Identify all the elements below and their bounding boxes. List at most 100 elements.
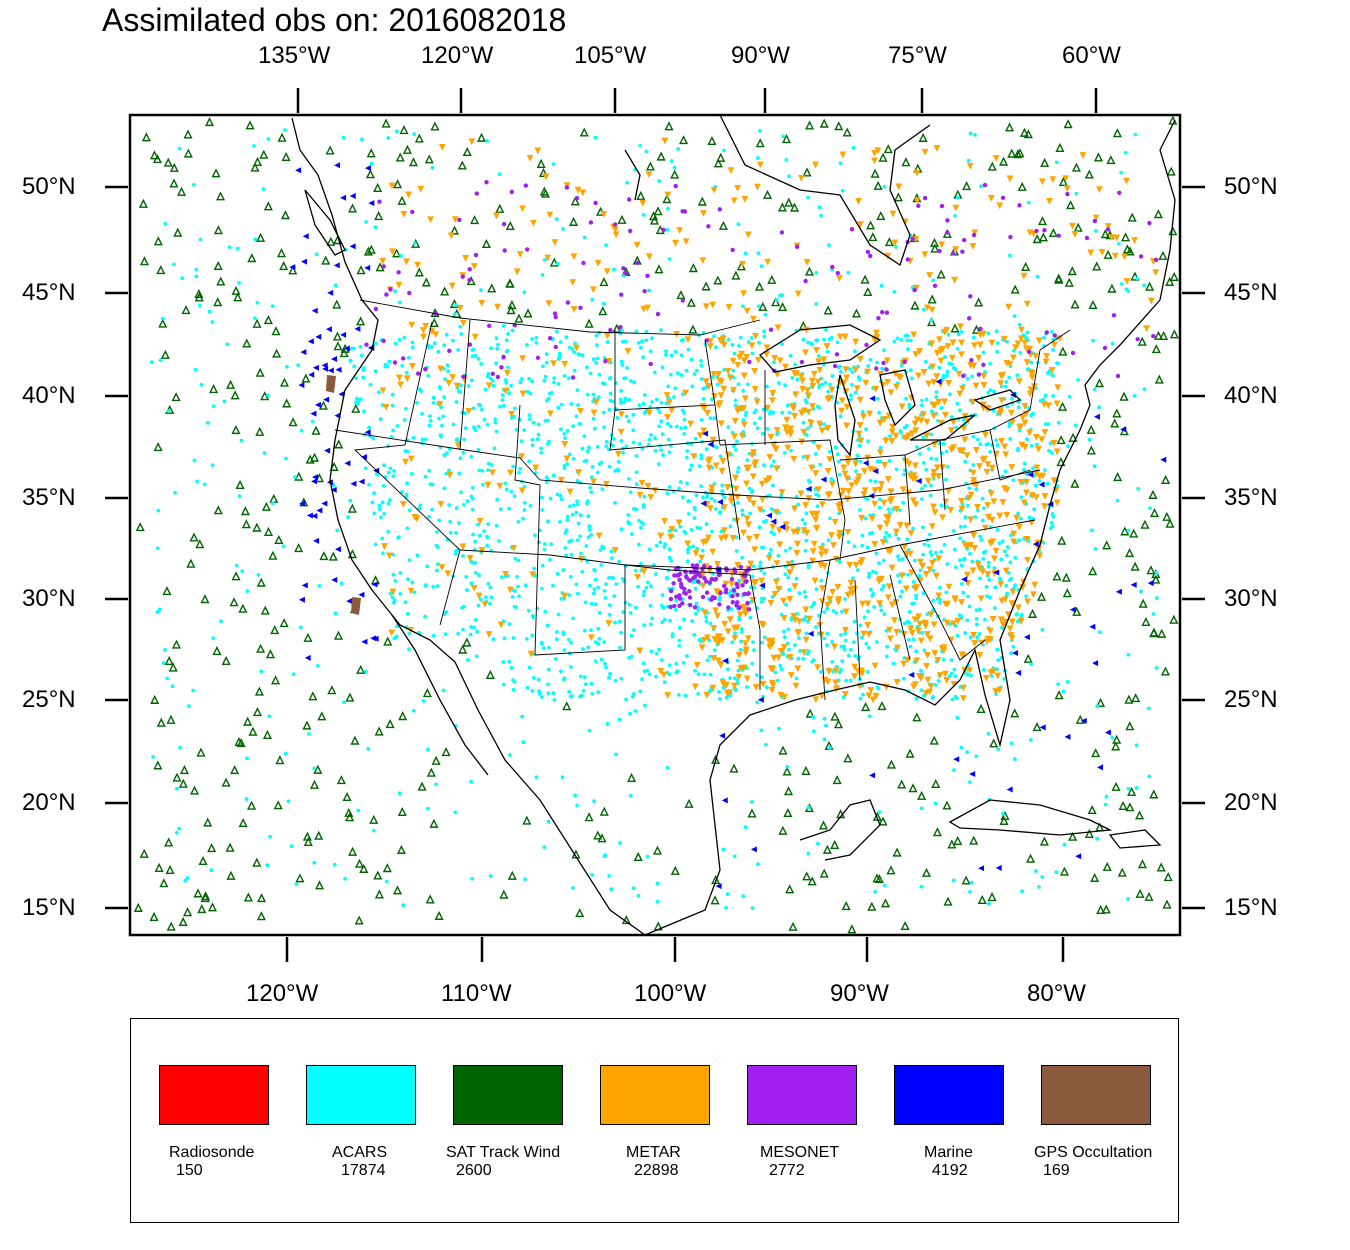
metar-marker <box>1033 494 1040 502</box>
metar-marker <box>389 588 397 596</box>
acars-marker <box>456 389 461 394</box>
metar-marker <box>787 425 795 433</box>
acars-marker <box>1097 630 1102 635</box>
acars-marker <box>1004 553 1009 558</box>
acars-marker <box>785 403 790 408</box>
acars-marker <box>415 400 419 405</box>
acars-marker <box>937 365 942 370</box>
metar-marker <box>743 480 750 488</box>
metar-marker <box>729 357 737 365</box>
metar-marker <box>871 541 879 548</box>
metar-marker <box>1023 359 1031 366</box>
sat-track-wind-marker <box>1156 862 1166 872</box>
sat-track-wind-marker <box>1063 119 1073 129</box>
sat-track-wind-marker <box>1101 904 1111 914</box>
metar-marker <box>493 212 500 220</box>
sat-track-wind-marker <box>133 902 143 912</box>
sat-track-wind-marker <box>487 283 497 293</box>
acars-marker <box>846 270 851 275</box>
marine-marker <box>770 518 777 525</box>
sat-track-wind-marker <box>414 267 424 277</box>
sat-track-wind-marker <box>424 154 434 164</box>
sat-track-wind-marker <box>918 132 928 142</box>
acars-marker <box>685 654 689 658</box>
metar-marker <box>952 204 960 212</box>
acars-marker <box>652 370 657 375</box>
metar-marker <box>739 604 747 611</box>
metar-marker <box>980 381 988 389</box>
metar-marker <box>605 620 613 627</box>
acars-marker <box>878 459 883 464</box>
sat-track-wind-marker <box>153 442 163 452</box>
metar-marker <box>1015 523 1023 531</box>
acars-marker <box>562 677 566 682</box>
acars-marker <box>623 600 628 605</box>
acars-marker <box>380 500 385 505</box>
sat-track-wind-marker <box>1120 526 1130 536</box>
acars-marker <box>824 328 828 332</box>
acars-marker <box>587 524 592 529</box>
metar-marker <box>636 491 644 499</box>
metar-marker <box>770 441 778 449</box>
acars-marker <box>222 399 227 404</box>
sat-track-wind-marker <box>790 202 800 212</box>
mesonet-marker <box>687 595 693 600</box>
metar-marker <box>1046 198 1053 205</box>
metar-marker <box>817 561 825 569</box>
acars-marker <box>992 606 997 610</box>
acars-marker <box>568 575 573 579</box>
metar-marker <box>734 361 742 369</box>
acars-marker <box>603 853 608 858</box>
acars-marker <box>768 547 773 552</box>
acars-marker <box>667 547 672 552</box>
sat-track-wind-marker <box>281 151 291 162</box>
acars-marker <box>198 237 203 242</box>
metar-marker <box>915 613 922 621</box>
acars-marker <box>1051 348 1055 352</box>
acars-marker <box>896 573 900 578</box>
metar-marker <box>987 540 995 547</box>
metar-marker <box>851 673 858 681</box>
acars-marker <box>513 406 517 411</box>
mesonet-marker <box>677 603 682 608</box>
mesonet-marker <box>677 596 683 601</box>
marine-marker <box>302 233 309 240</box>
acars-marker <box>333 283 338 288</box>
acars-marker <box>664 349 668 354</box>
sat-track-wind-marker <box>396 844 406 854</box>
sat-track-wind-marker <box>927 294 937 304</box>
metar-marker <box>912 427 920 435</box>
metar-marker <box>1040 401 1048 409</box>
sat-track-wind-marker <box>878 816 888 826</box>
marine-marker <box>311 513 318 520</box>
sat-track-wind-marker <box>536 158 546 168</box>
metar-marker <box>592 398 600 406</box>
acars-marker <box>900 557 905 561</box>
acars-marker <box>918 568 923 573</box>
acars-marker <box>581 688 586 693</box>
metar-marker <box>698 644 706 652</box>
sat-track-wind-marker <box>476 132 487 142</box>
acars-marker <box>381 551 385 556</box>
acars-marker <box>761 508 765 513</box>
acars-marker <box>955 401 960 406</box>
metar-marker <box>966 162 974 170</box>
acars-marker <box>666 437 671 442</box>
acars-marker <box>580 446 585 451</box>
acars-marker <box>737 578 741 583</box>
acars-marker <box>1132 394 1137 398</box>
metar-marker <box>706 343 714 350</box>
metar-marker <box>719 458 727 465</box>
acars-marker <box>474 654 479 659</box>
metar-marker <box>941 398 948 406</box>
marine-marker <box>330 486 337 493</box>
sat-track-wind-marker <box>785 884 795 894</box>
acars-marker <box>604 444 609 448</box>
metar-marker <box>768 686 776 694</box>
acars-marker <box>928 532 932 537</box>
acars-marker <box>575 478 580 483</box>
acars-marker <box>997 541 1002 545</box>
acars-marker <box>540 495 544 500</box>
acars-marker <box>1009 651 1013 656</box>
sat-track-wind-marker <box>183 148 193 158</box>
